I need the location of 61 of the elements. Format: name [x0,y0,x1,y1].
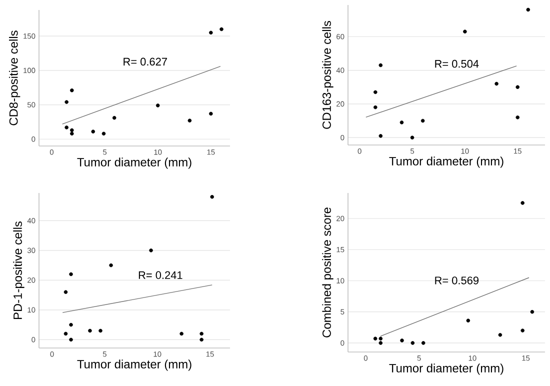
point [149,248,153,252]
point [64,290,68,294]
x-axis-title: Tumor diameter (mm) [389,156,504,168]
point [378,341,383,345]
point [210,194,214,199]
point [466,318,470,322]
annotation: R= 0.504 [435,60,479,68]
point [374,90,378,94]
point [109,263,113,268]
point [69,272,73,276]
point [200,332,204,336]
point [156,104,160,108]
point [188,118,192,122]
point [70,88,74,92]
annotation: R= 0.627 [124,58,167,66]
point [378,336,383,341]
y-axis-title: CD163-positive cells [322,20,334,129]
point [64,332,68,336]
x-axis-title: Tumor diameter (mm) [77,158,192,169]
point [88,328,92,333]
point [526,8,530,12]
annotation: R= 0.569 [435,276,479,284]
x-axis-title: Tumor diameter (mm) [389,364,504,375]
point [220,27,224,32]
point [209,112,213,116]
point [70,132,74,136]
x-axis-title: Tumor diameter (mm) [77,360,192,371]
point [520,201,524,205]
point [102,132,106,136]
y-axis-title: Combined positive score [322,208,334,338]
point [463,30,467,34]
point [69,338,73,342]
point [421,341,426,345]
point [64,100,68,104]
point [200,338,204,342]
y-axis-title: PD-1-positive cells [13,221,24,320]
point [420,118,425,123]
point [98,328,102,333]
point [64,126,68,130]
point [494,82,498,86]
point [498,332,502,337]
point [400,338,404,342]
point [180,332,184,336]
point [373,336,378,341]
point [91,130,96,134]
point [374,105,378,110]
point [520,328,524,332]
point [69,322,73,327]
y-axis-title: CD8-positive cells [9,30,20,126]
point [530,310,534,314]
annotation: R= 0.241 [138,271,182,280]
point [378,134,383,138]
point [112,116,116,120]
point [410,341,415,345]
point [209,30,213,35]
point [410,136,414,140]
point [70,128,74,132]
point [516,85,520,90]
point [378,63,383,68]
point [516,116,520,120]
point [400,120,404,124]
